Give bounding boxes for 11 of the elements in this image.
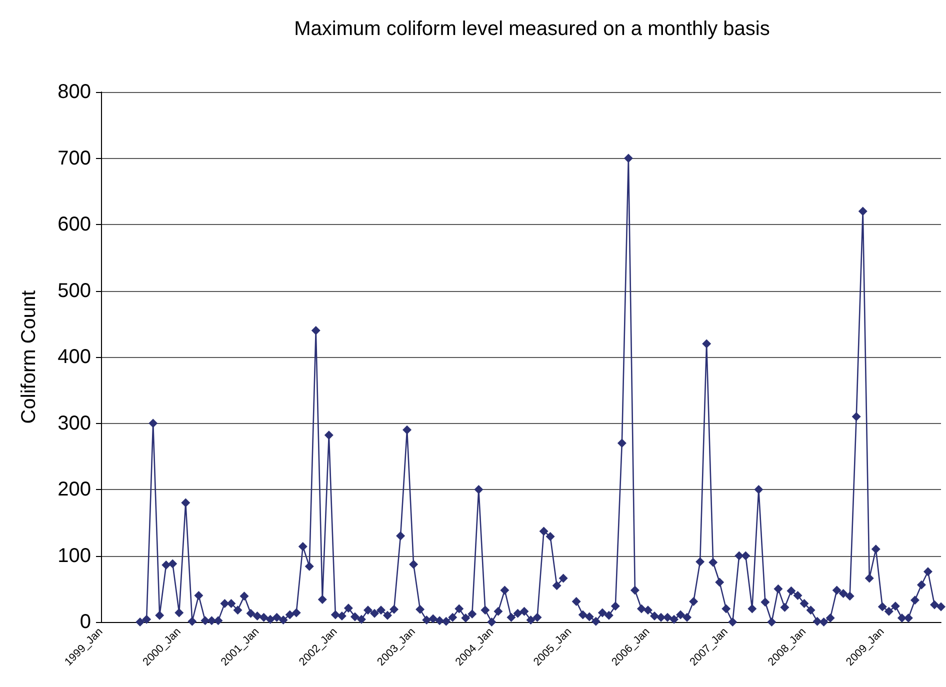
y-tick-label: 0 bbox=[80, 611, 91, 633]
y-axis-title: Coliform Count bbox=[18, 290, 40, 424]
y-tick-label: 400 bbox=[58, 346, 91, 368]
y-tick-label: 500 bbox=[58, 280, 91, 302]
y-tick-label: 100 bbox=[58, 544, 91, 567]
y-tick-label: 800 bbox=[58, 81, 91, 103]
y-tick-label: 700 bbox=[58, 147, 91, 170]
y-tick-label: 300 bbox=[58, 412, 91, 434]
y-tick-label: 200 bbox=[58, 478, 91, 500]
chart-title: Maximum coliform level measured on a monthly basis bbox=[294, 18, 770, 40]
y-tick-label: 600 bbox=[58, 214, 91, 236]
